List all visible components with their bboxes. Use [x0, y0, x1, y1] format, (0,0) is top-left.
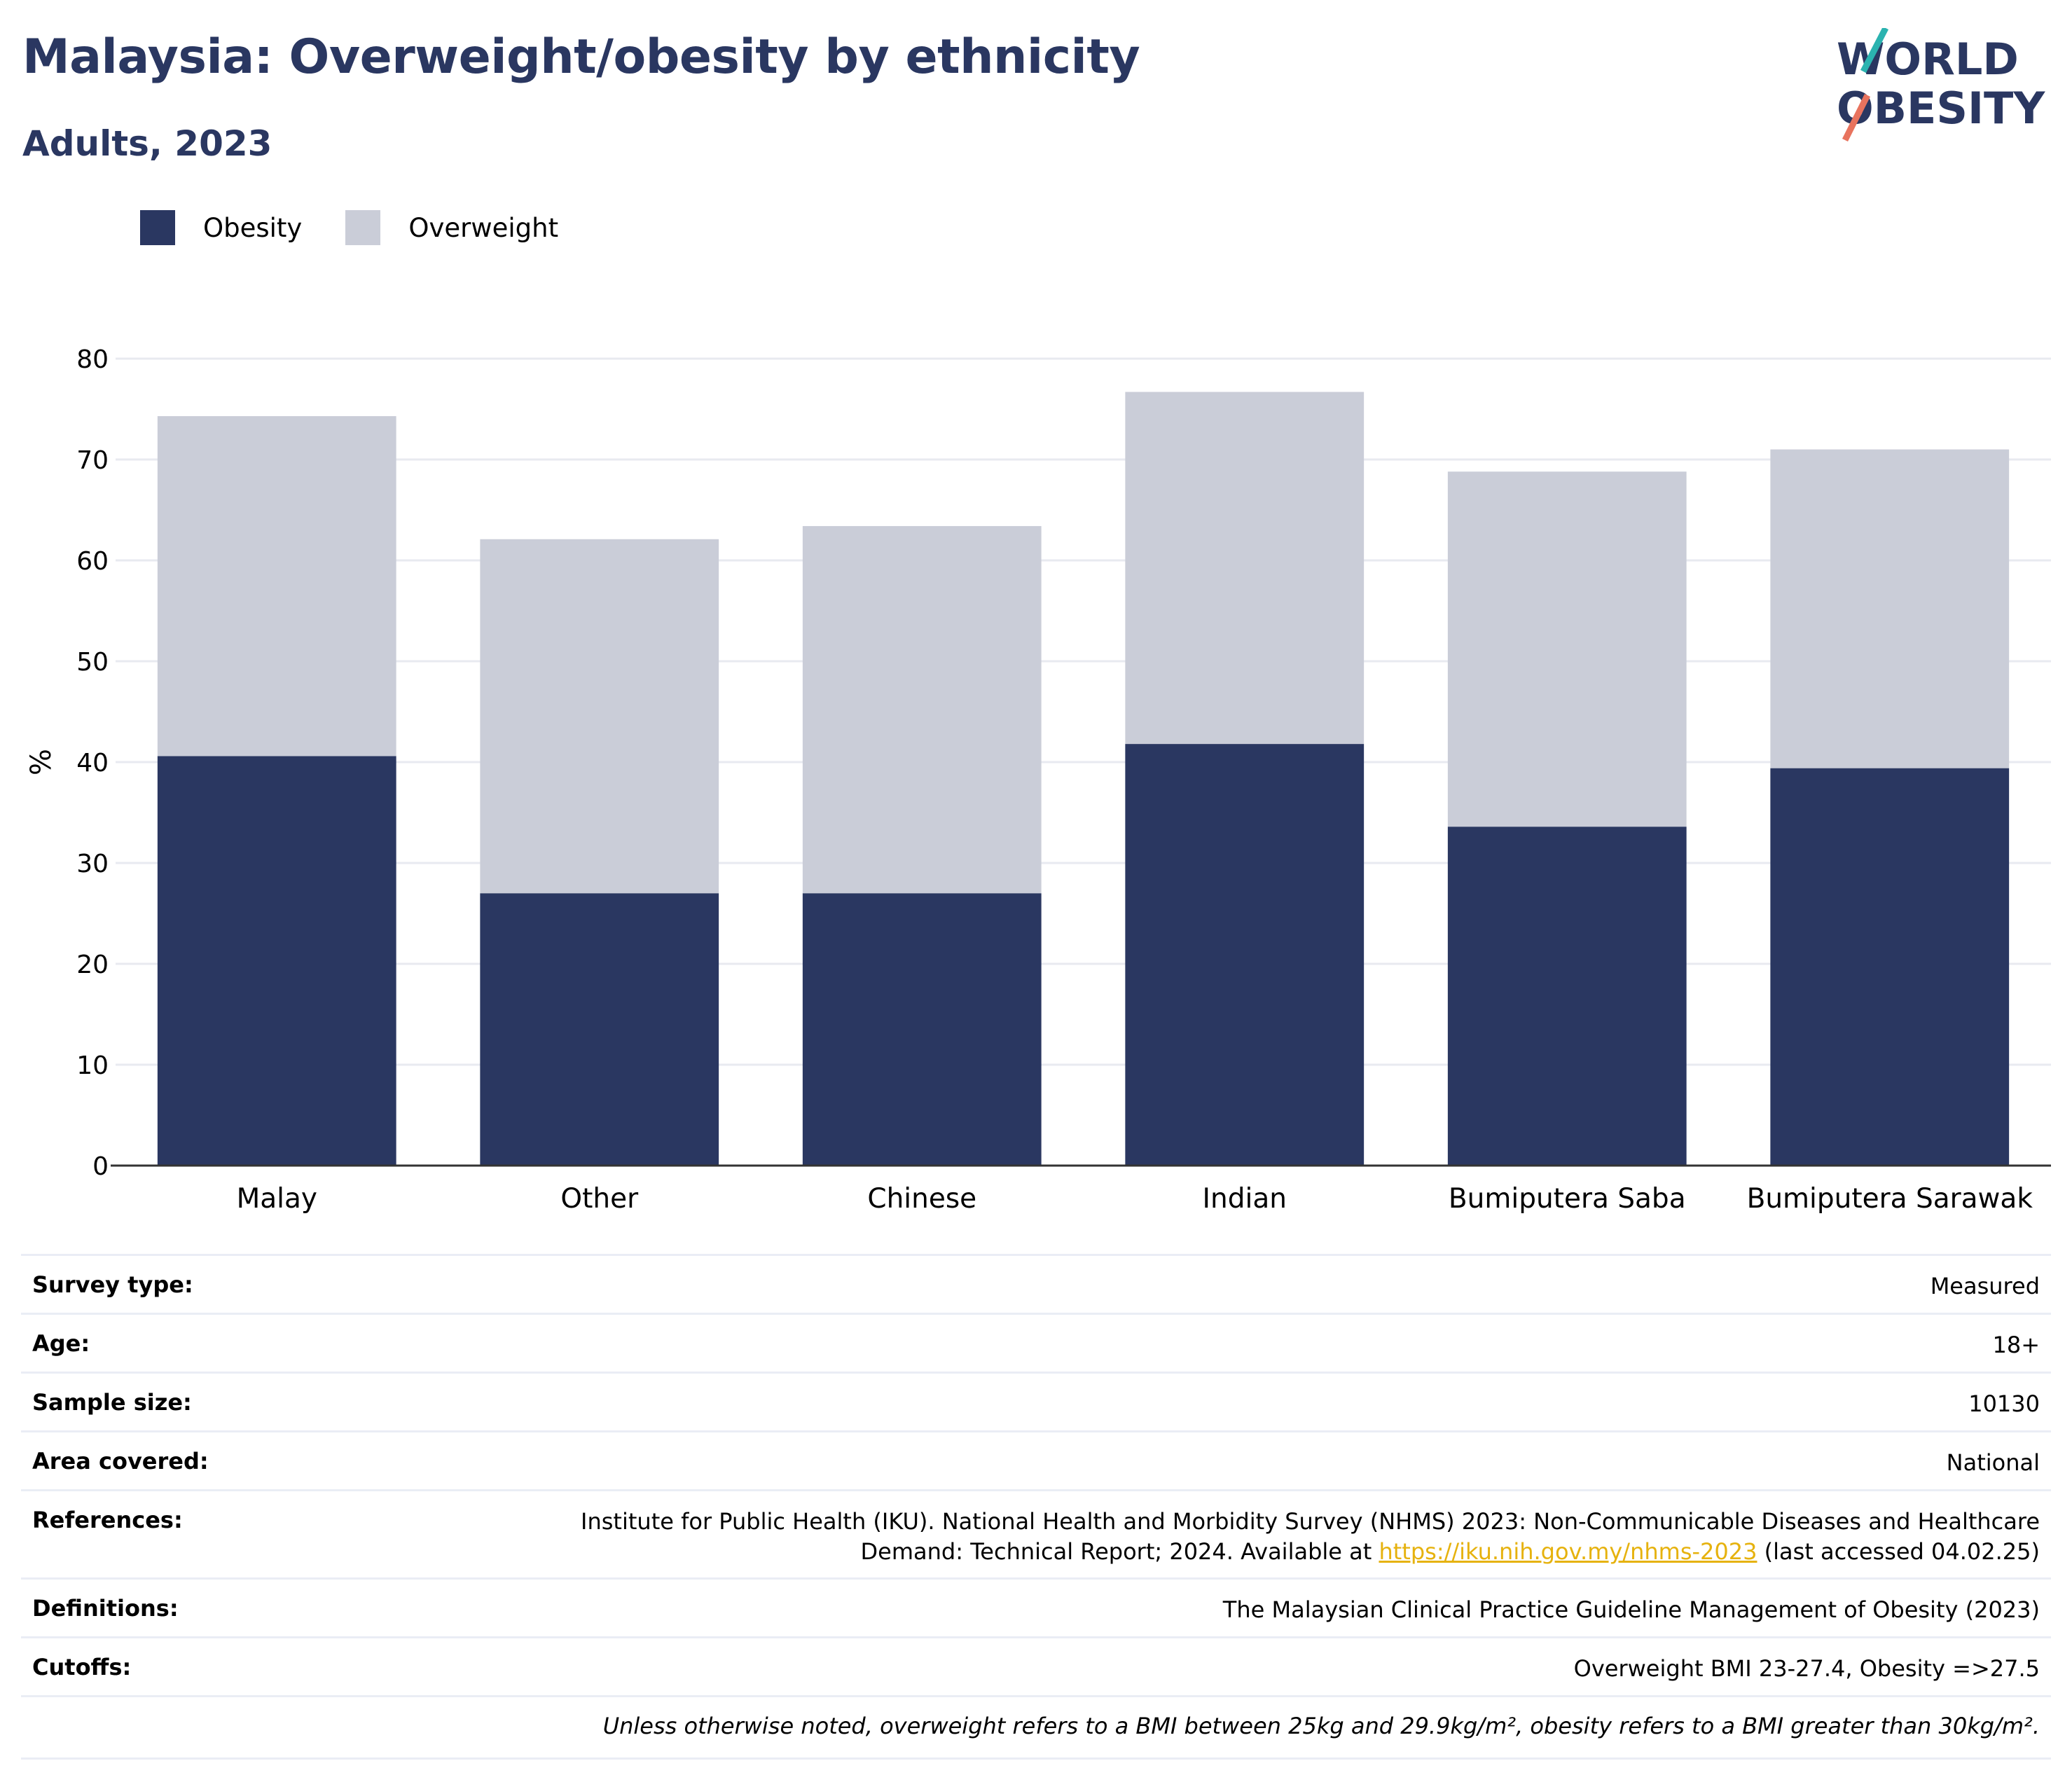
x-category-label: Bumiputera Saba [1449, 1183, 1686, 1215]
y-tick-label: 40 [76, 749, 109, 778]
legend-label-overweight: Overweight [408, 212, 559, 243]
bar-overweight-bumiputera-sarawak [1770, 449, 2010, 768]
survey-info-table: Survey type: Measured Age: 18+ Sample si… [21, 1254, 2051, 1760]
info-value: Overweight BMI 23-27.4, Obesity =>27.5 [1573, 1655, 2040, 1682]
bmi-definition-note: Unless otherwise noted, overweight refer… [21, 1695, 2051, 1760]
legend-item-obesity[interactable]: Obesity [140, 210, 302, 245]
y-tick-label: 20 [76, 951, 109, 979]
info-label: Definitions: [32, 1595, 179, 1622]
info-label: Cutoffs: [32, 1654, 132, 1680]
y-tick-label: 50 [76, 648, 109, 677]
bar-obesity-malay [157, 756, 396, 1166]
chart-subtitle: Adults, 2023 [22, 123, 272, 164]
bar-obesity-other [480, 893, 719, 1166]
y-axis-title: % [25, 749, 57, 775]
info-row-references: References: Institute for Public Health … [21, 1489, 2051, 1577]
legend-swatch-obesity [140, 210, 175, 245]
y-tick-label: 30 [76, 850, 109, 878]
info-value: National [1946, 1449, 2040, 1476]
bar-obesity-chinese [802, 893, 1042, 1166]
info-value: 18+ [1992, 1332, 2040, 1358]
info-row-definitions: Definitions: The Malaysian Clinical Prac… [21, 1577, 2051, 1636]
info-row-survey-type: Survey type: Measured [21, 1254, 2051, 1313]
legend-label-obesity: Obesity [203, 212, 303, 243]
x-category-label: Indian [1203, 1183, 1287, 1215]
references-line-2-pre: Demand: Technical Report; 2024. Availabl… [860, 1538, 1372, 1565]
logo-line-1: WORLD [1837, 34, 2019, 85]
references-value: Institute for Public Health (IKU). Natio… [581, 1491, 2040, 1577]
info-row-age: Age: 18+ [21, 1313, 2051, 1372]
bar-overweight-indian [1125, 392, 1365, 745]
y-tick-label: 0 [92, 1152, 109, 1181]
legend: Obesity Overweight [140, 210, 602, 245]
stacked-bar-chart: 0 10 20 30 40 50 60 70 80% Malay Other Chinese India… [25, 345, 2051, 1215]
info-value: 10130 [1968, 1390, 2040, 1417]
x-category-label: Bumiputera Sarawak [1747, 1183, 2033, 1215]
info-row-area-covered: Area covered: National [21, 1430, 2051, 1489]
x-category-label: Chinese [867, 1183, 976, 1215]
references-line-2-post: (last accessed 04.02.25) [1764, 1538, 2040, 1565]
info-label: Area covered: [32, 1448, 209, 1474]
y-tick-label: 80 [76, 345, 109, 374]
references-link[interactable]: https://iku.nih.gov.my/nhms-2023 [1379, 1538, 1757, 1565]
info-value: The Malaysian Clinical Practice Guidelin… [1222, 1596, 2040, 1623]
info-label: Sample size: [32, 1389, 192, 1416]
info-label: Age: [32, 1330, 90, 1357]
info-row-sample-size: Sample size: 10130 [21, 1372, 2051, 1430]
bar-obesity-bumiputera-saba [1447, 827, 1687, 1166]
logo-teal-stroke [1860, 28, 1888, 74]
references-line-1: Institute for Public Health (IKU). Natio… [581, 1508, 2040, 1535]
bar-overweight-other [480, 539, 719, 894]
chart-title: Malaysia: Overweight/obesity by ethnicit… [22, 29, 1140, 85]
info-label: Survey type: [32, 1271, 193, 1298]
x-category-label: Other [560, 1183, 639, 1215]
info-label: References: [32, 1507, 183, 1533]
legend-swatch-overweight [345, 210, 381, 245]
bar-obesity-indian [1125, 744, 1365, 1166]
bar-overweight-chinese [802, 526, 1042, 894]
legend-item-overweight[interactable]: Overweight [345, 210, 558, 245]
bar-overweight-malay [157, 416, 396, 757]
world-obesity-logo: WORLD OBESITY [1837, 28, 2045, 142]
logo-line-2: OBESITY [1837, 83, 2045, 134]
x-category-label: Malay [237, 1183, 317, 1215]
info-row-cutoffs: Cutoffs: Overweight BMI 23-27.4, Obesity… [21, 1636, 2051, 1695]
bar-obesity-bumiputera-sarawak [1770, 768, 2010, 1166]
y-tick-label: 70 [76, 446, 109, 475]
info-value: Measured [1930, 1273, 2040, 1299]
y-tick-label: 10 [76, 1051, 109, 1080]
y-tick-label: 60 [76, 547, 109, 576]
logo-coral-stroke [1842, 93, 1871, 142]
bar-overweight-bumiputera-saba [1447, 471, 1687, 827]
